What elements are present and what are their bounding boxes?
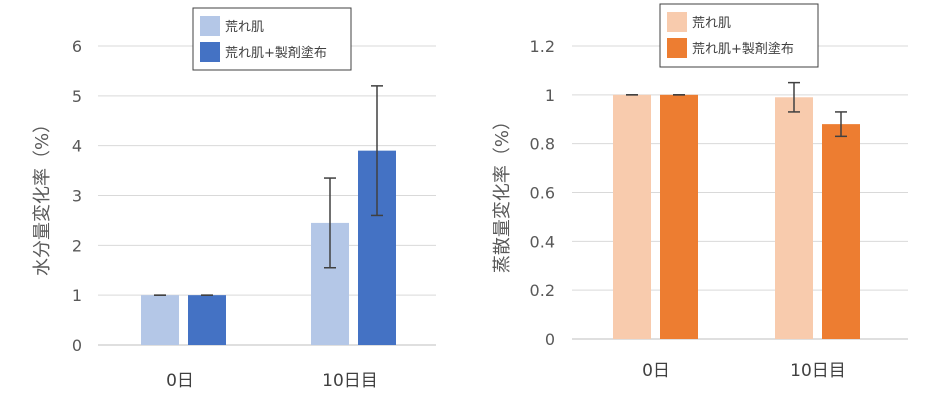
- y-tick-label: 0.8: [530, 135, 555, 154]
- legend-label: 荒れ肌: [692, 16, 731, 31]
- legend-swatch: [200, 42, 220, 62]
- legend-swatch: [667, 38, 687, 58]
- legend-swatch: [667, 12, 687, 32]
- legend-label: 荒れ肌: [225, 20, 264, 35]
- legend-label: 荒れ肌+製剤塗布: [225, 45, 327, 61]
- legend-label: 荒れ肌+製剤塗布: [692, 41, 794, 57]
- chart-transpiration: 0 0.2 0.4 0.6 0.8 1 1.2 蒸散量変化率（%） 0日 10日目 荒れ肌荒れ肌+製…: [492, 3, 908, 381]
- y-tick-label: 1: [545, 86, 555, 105]
- y-tick-label: 0: [545, 330, 555, 349]
- bar-rough-skin-treated: [188, 295, 226, 345]
- y-axis-title: 水分量変化率（%）: [32, 115, 53, 276]
- x-category-label: 0日: [166, 371, 194, 391]
- y-tick-label: 4: [72, 137, 82, 156]
- y-tick-label: 3: [72, 187, 82, 206]
- legend-swatch: [200, 16, 220, 36]
- y-tick-label: 5: [72, 87, 82, 106]
- y-tick-label: 2: [72, 236, 82, 255]
- bar-rough-skin-treated: [822, 124, 860, 339]
- y-tick-label: 0.6: [530, 184, 555, 203]
- bar-rough-skin: [775, 97, 813, 340]
- y-tick-label: 1: [72, 286, 82, 305]
- x-category-label: 10日目: [790, 361, 846, 381]
- y-axis-title: 蒸散量変化率（%）: [492, 112, 513, 273]
- bar-rough-skin: [141, 295, 179, 345]
- y-tick-label: 6: [72, 37, 82, 56]
- y-tick-label: 0: [72, 336, 82, 355]
- bar-rough-skin: [613, 94, 651, 339]
- bar-rough-skin-treated: [660, 94, 698, 339]
- y-tick-label: 0.2: [530, 281, 555, 300]
- y-tick-label: 0.4: [530, 232, 555, 251]
- y-tick-label: 1.2: [530, 37, 555, 56]
- x-category-label: 0日: [642, 361, 670, 381]
- x-category-label: 10日目: [322, 371, 378, 391]
